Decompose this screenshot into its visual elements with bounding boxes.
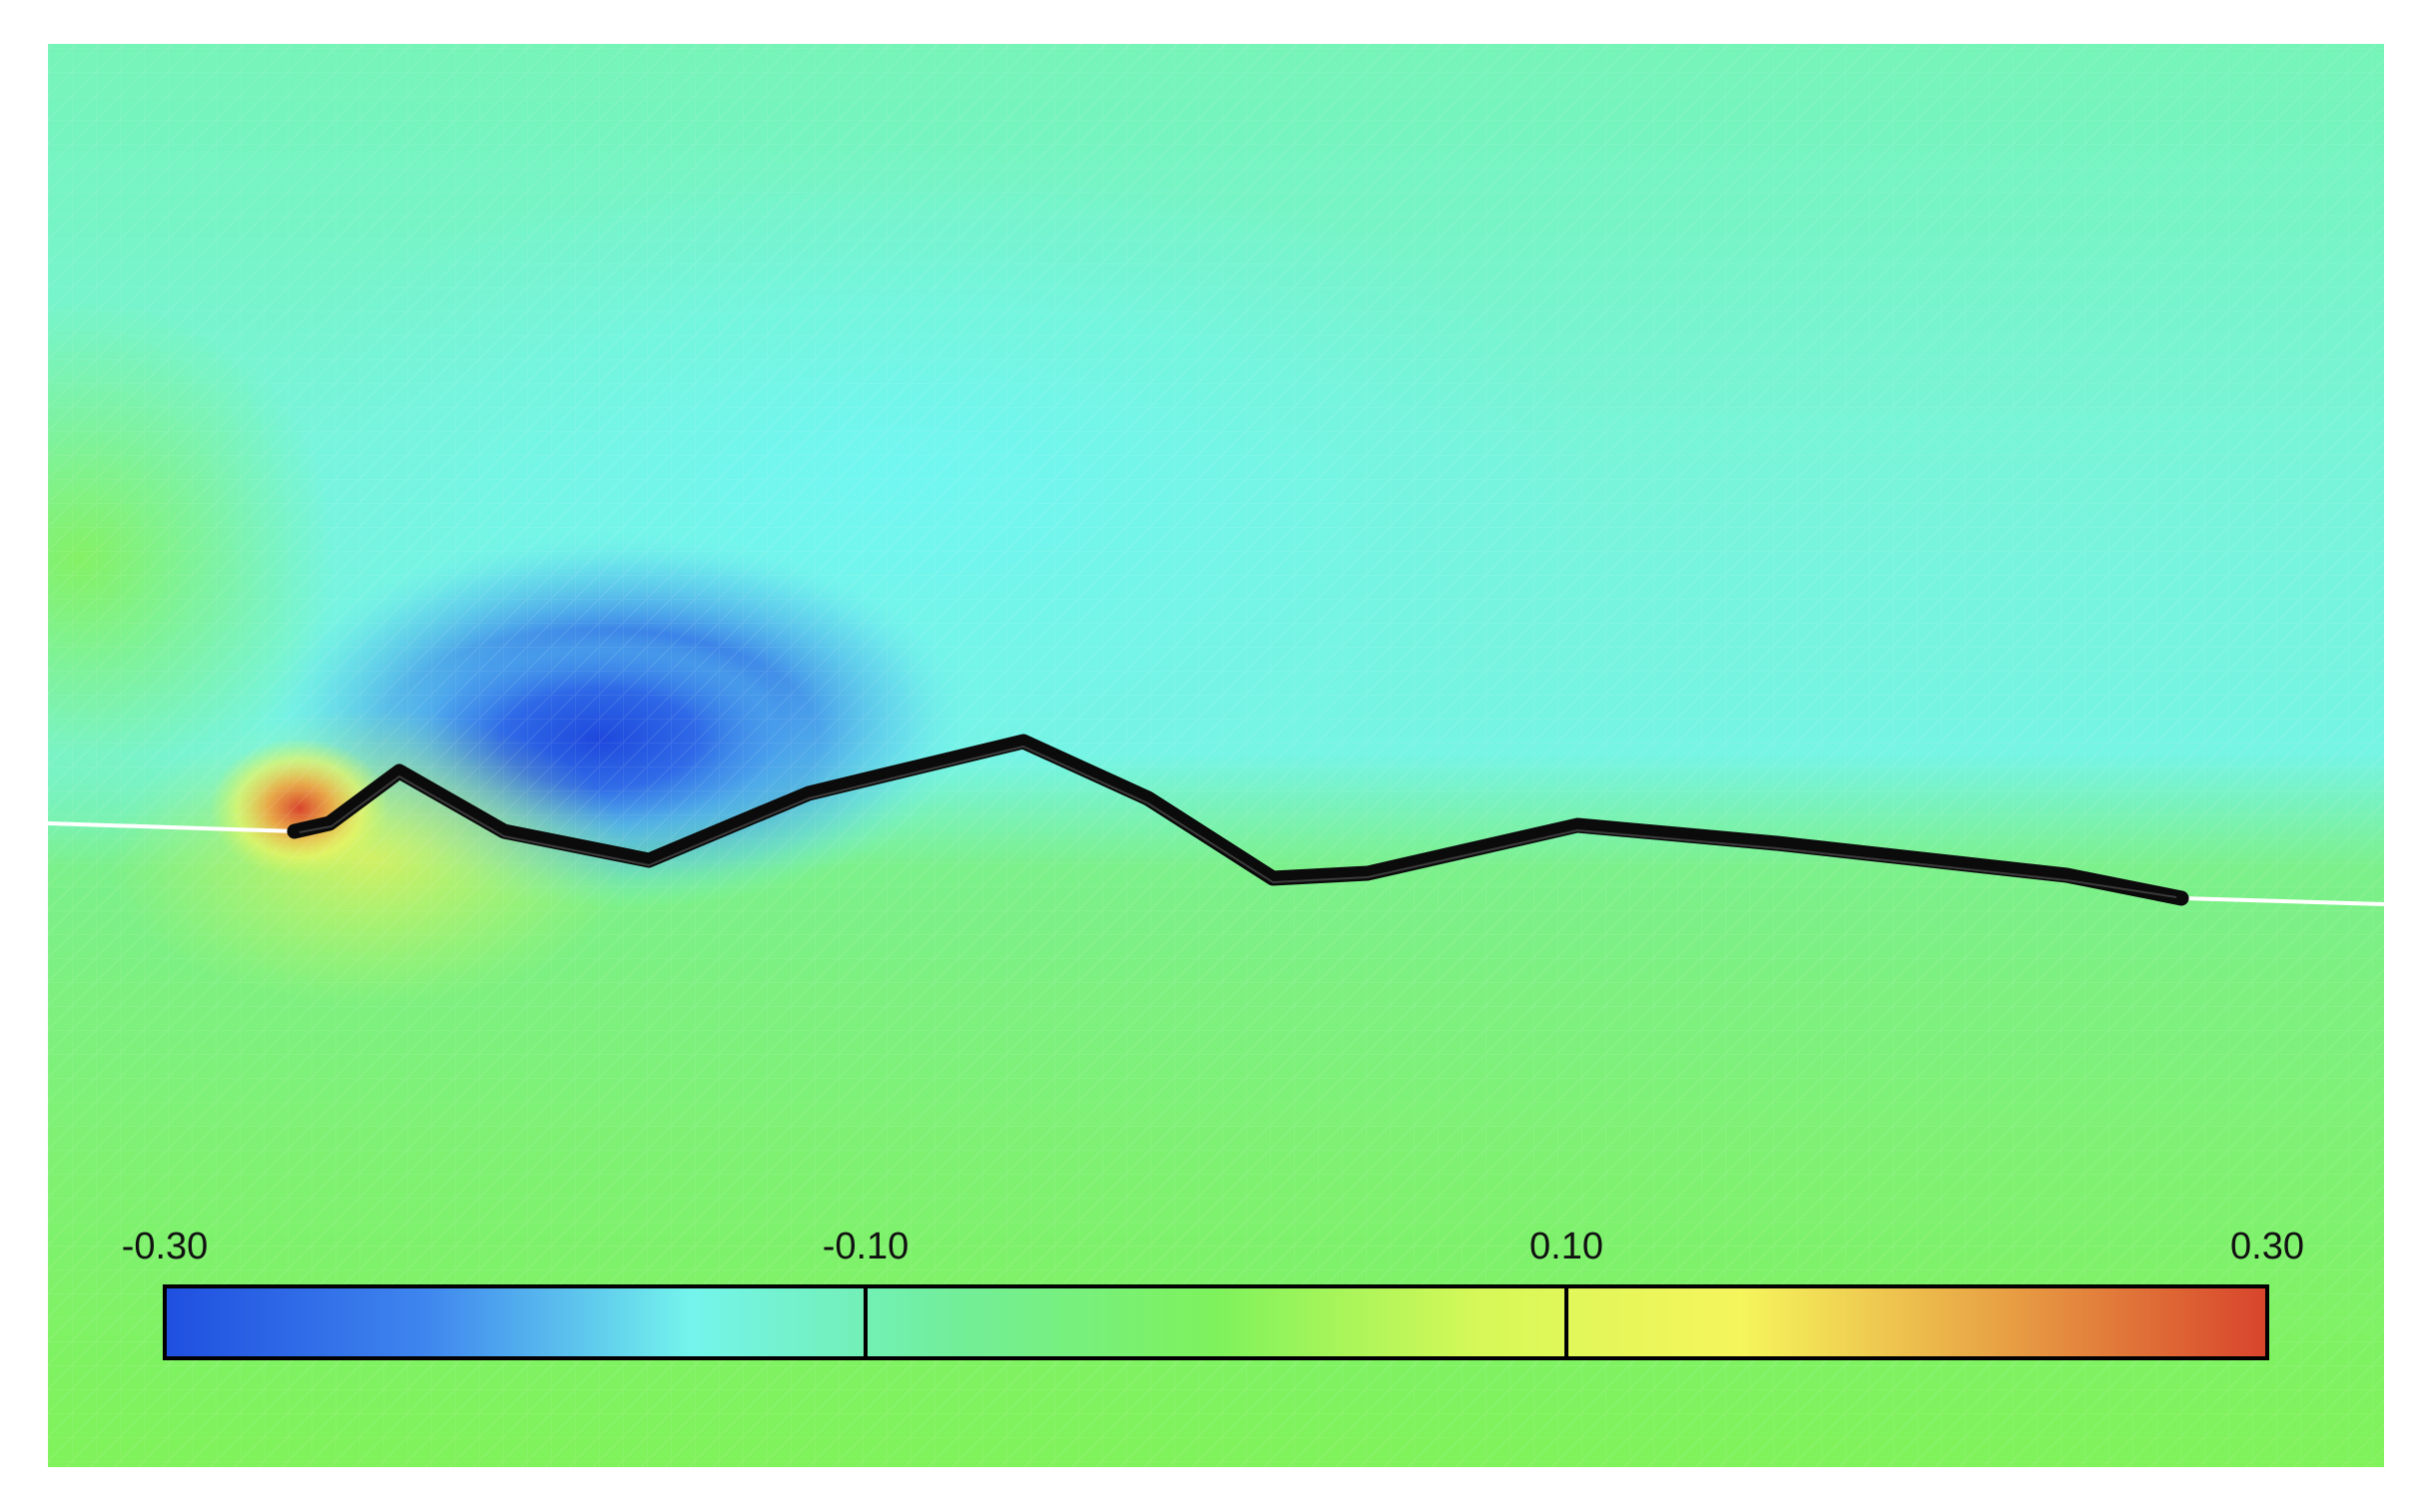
mesh-overlay <box>48 44 2384 1467</box>
colorbar-tick-label: -0.10 <box>822 1226 909 1267</box>
colorbar-tick-label: 0.10 <box>1529 1226 1603 1267</box>
upstream-wake-line <box>48 821 296 833</box>
corrugated-airfoil-profile <box>287 734 2189 906</box>
colorbar <box>163 1284 2269 1360</box>
colorbar-tick-label: -0.30 <box>121 1226 209 1267</box>
downstream-wake-line <box>2180 896 2384 906</box>
colorbar-tick-label: 0.30 <box>2230 1226 2304 1267</box>
corrugated-airfoil-profile-inner <box>299 746 2177 898</box>
